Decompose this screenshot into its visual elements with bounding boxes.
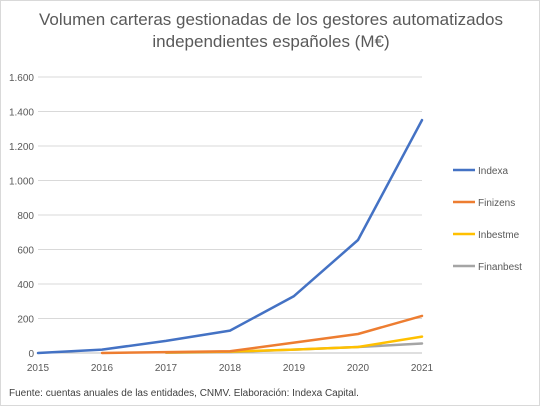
chart-title-line-1: Volumen carteras gestionadas de los gest… — [39, 10, 503, 29]
x-tick-label: 2016 — [91, 363, 114, 374]
chart-title-line-2: independientes españoles (M€) — [152, 32, 390, 51]
legend-label: Finanbest — [478, 262, 522, 273]
y-tick-label: 400 — [17, 280, 34, 291]
y-tick-label: 1.000 — [9, 177, 34, 188]
series-line-indexa — [36, 118, 424, 355]
y-tick-label: 1.200 — [9, 142, 34, 153]
x-tick-label: 2018 — [219, 363, 242, 374]
y-tick-label: 1.400 — [9, 108, 34, 119]
chart-title: Volumen carteras gestionadas de los gest… — [1, 9, 540, 53]
y-tick-label: 1.600 — [9, 73, 34, 84]
x-tick-label: 2021 — [411, 363, 434, 374]
x-tick-label: 2020 — [347, 363, 370, 374]
y-tick-label: 200 — [17, 315, 34, 326]
y-tick-label: 800 — [17, 211, 34, 222]
y-tick-label: 600 — [17, 246, 34, 257]
series-line-finizens — [100, 314, 424, 355]
chart-source: Fuente: cuentas anuales de las entidades… — [9, 388, 359, 399]
x-tick-label: 2017 — [155, 363, 178, 374]
x-tick-label: 2015 — [27, 363, 50, 374]
x-tick-label: 2019 — [283, 363, 306, 374]
legend-label: Indexa — [478, 166, 508, 177]
legend-label: Finizens — [478, 198, 515, 209]
legend-label: Inbestme — [478, 230, 520, 241]
y-tick-label: 0 — [28, 349, 34, 360]
